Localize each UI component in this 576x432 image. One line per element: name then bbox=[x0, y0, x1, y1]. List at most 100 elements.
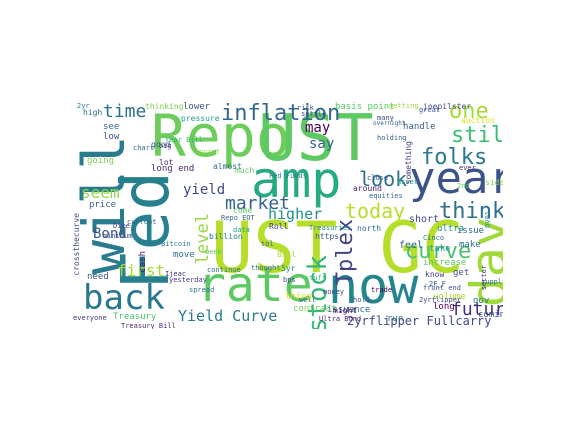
word-41: feel bbox=[399, 240, 424, 251]
word-23: future bbox=[451, 299, 503, 320]
word-49: volume bbox=[433, 292, 466, 302]
word-6: UST GC bbox=[211, 207, 464, 289]
word-32: long end bbox=[151, 164, 195, 174]
word-57: Treasury Bill bbox=[121, 322, 176, 330]
word-127: bps bbox=[283, 276, 296, 284]
word-22: curve bbox=[405, 239, 472, 264]
word-16: folks bbox=[421, 145, 488, 170]
word-5: year bbox=[409, 153, 503, 204]
word-118: 2yrflipper bbox=[419, 296, 462, 304]
word-103: settle bbox=[301, 110, 327, 118]
word-59: Ultra Bond bbox=[319, 315, 362, 323]
word-34: basis point bbox=[335, 102, 395, 112]
word-114: side bbox=[485, 178, 503, 187]
word-31: Bond bbox=[93, 226, 127, 242]
word-71: pressure bbox=[181, 114, 220, 123]
word-18: today bbox=[345, 199, 406, 223]
word-43: issuance bbox=[327, 305, 371, 315]
word-35: lower bbox=[183, 102, 211, 112]
word-38: joepilster bbox=[423, 102, 472, 111]
word-125: data bbox=[233, 226, 250, 234]
word-72: see bbox=[103, 122, 120, 132]
word-27: seem bbox=[81, 183, 120, 202]
word-19: look bbox=[359, 167, 408, 191]
word-95: auction bbox=[461, 116, 495, 125]
word-80: print bbox=[199, 148, 221, 156]
word-117: 2yr bbox=[77, 102, 90, 110]
word-82: around bbox=[353, 184, 382, 193]
word-87: crossthecurve bbox=[73, 213, 81, 276]
word-52: issue bbox=[457, 226, 485, 236]
word-76: much bbox=[235, 166, 255, 175]
word-112: continue bbox=[207, 266, 241, 274]
word-28: yield bbox=[183, 182, 226, 198]
word-92: 5yr bbox=[281, 264, 296, 273]
word-126: Fed Funds bbox=[269, 172, 307, 180]
word-30: say bbox=[309, 136, 335, 152]
word-39: getting bbox=[389, 102, 419, 110]
word-10: back bbox=[83, 278, 165, 318]
word-73: low bbox=[103, 132, 120, 142]
word-79: almost bbox=[213, 162, 242, 171]
word-24: Yield Curve bbox=[178, 307, 278, 325]
word-29: may bbox=[305, 120, 331, 136]
word-67: cash bbox=[138, 251, 148, 273]
word-97: great bbox=[419, 106, 441, 114]
word-44: increase bbox=[423, 258, 467, 268]
word-54: price bbox=[89, 200, 117, 210]
word-121: 2nd bbox=[457, 182, 470, 190]
word-81: chart bbox=[133, 144, 155, 152]
word-104: risk bbox=[297, 104, 314, 112]
word-90: https bbox=[315, 232, 340, 241]
word-58: 2yrflipper Fullcarry bbox=[347, 314, 492, 328]
word-17: think bbox=[439, 199, 503, 224]
word-69: stuff bbox=[305, 274, 327, 282]
word-61: might bbox=[333, 306, 358, 315]
word-51: ultra bbox=[437, 224, 465, 234]
word-115: front end bbox=[423, 284, 461, 292]
word-15: still bbox=[451, 123, 503, 148]
word-55: going bbox=[87, 156, 115, 166]
word-130: week bbox=[205, 248, 222, 256]
word-20: market bbox=[225, 193, 291, 214]
word-75: billion bbox=[209, 232, 243, 241]
word-33: first bbox=[117, 261, 166, 280]
word-109: Treasuries bbox=[309, 224, 352, 232]
word-37: high bbox=[83, 108, 103, 117]
word-60: contract bbox=[293, 304, 337, 314]
word-45: need bbox=[87, 272, 109, 282]
word-105: trade bbox=[371, 286, 393, 294]
word-68: Bitcoin bbox=[161, 240, 191, 248]
word-1: UST bbox=[258, 102, 374, 176]
word-47: move bbox=[173, 250, 195, 260]
word-0: Repo bbox=[151, 102, 291, 170]
word-98: ever bbox=[459, 164, 476, 172]
word-83: close bbox=[367, 174, 389, 182]
word-53: make bbox=[459, 240, 481, 250]
word-21: time bbox=[103, 101, 147, 122]
word-88: Repo EOT bbox=[221, 214, 255, 222]
word-85: Cinco bbox=[423, 234, 445, 242]
word-36: thinking bbox=[145, 102, 184, 111]
word-65: gov bbox=[473, 296, 490, 306]
word-102: many bbox=[377, 114, 394, 122]
word-14: one bbox=[449, 101, 489, 124]
word-66: get bbox=[453, 268, 470, 278]
word-cloud: Repo UST will Fed amp year UST GC day rate now bac… bbox=[73, 101, 503, 329]
word-91: north bbox=[357, 224, 382, 233]
word-96: supply bbox=[481, 278, 503, 286]
word-50: long bbox=[433, 302, 455, 312]
word-13: inflation bbox=[221, 101, 341, 126]
word-70: thought bbox=[251, 264, 281, 272]
word-108: equities bbox=[369, 192, 403, 200]
word-123: DV01 bbox=[484, 211, 492, 228]
word-111: well bbox=[299, 296, 316, 304]
word-89: Roll bbox=[269, 222, 289, 231]
word-63: run bbox=[387, 314, 404, 324]
word-101: overnight bbox=[373, 120, 406, 127]
word-26: higher bbox=[268, 205, 323, 223]
word-100: holding bbox=[377, 134, 407, 142]
word-78: good bbox=[151, 140, 171, 149]
